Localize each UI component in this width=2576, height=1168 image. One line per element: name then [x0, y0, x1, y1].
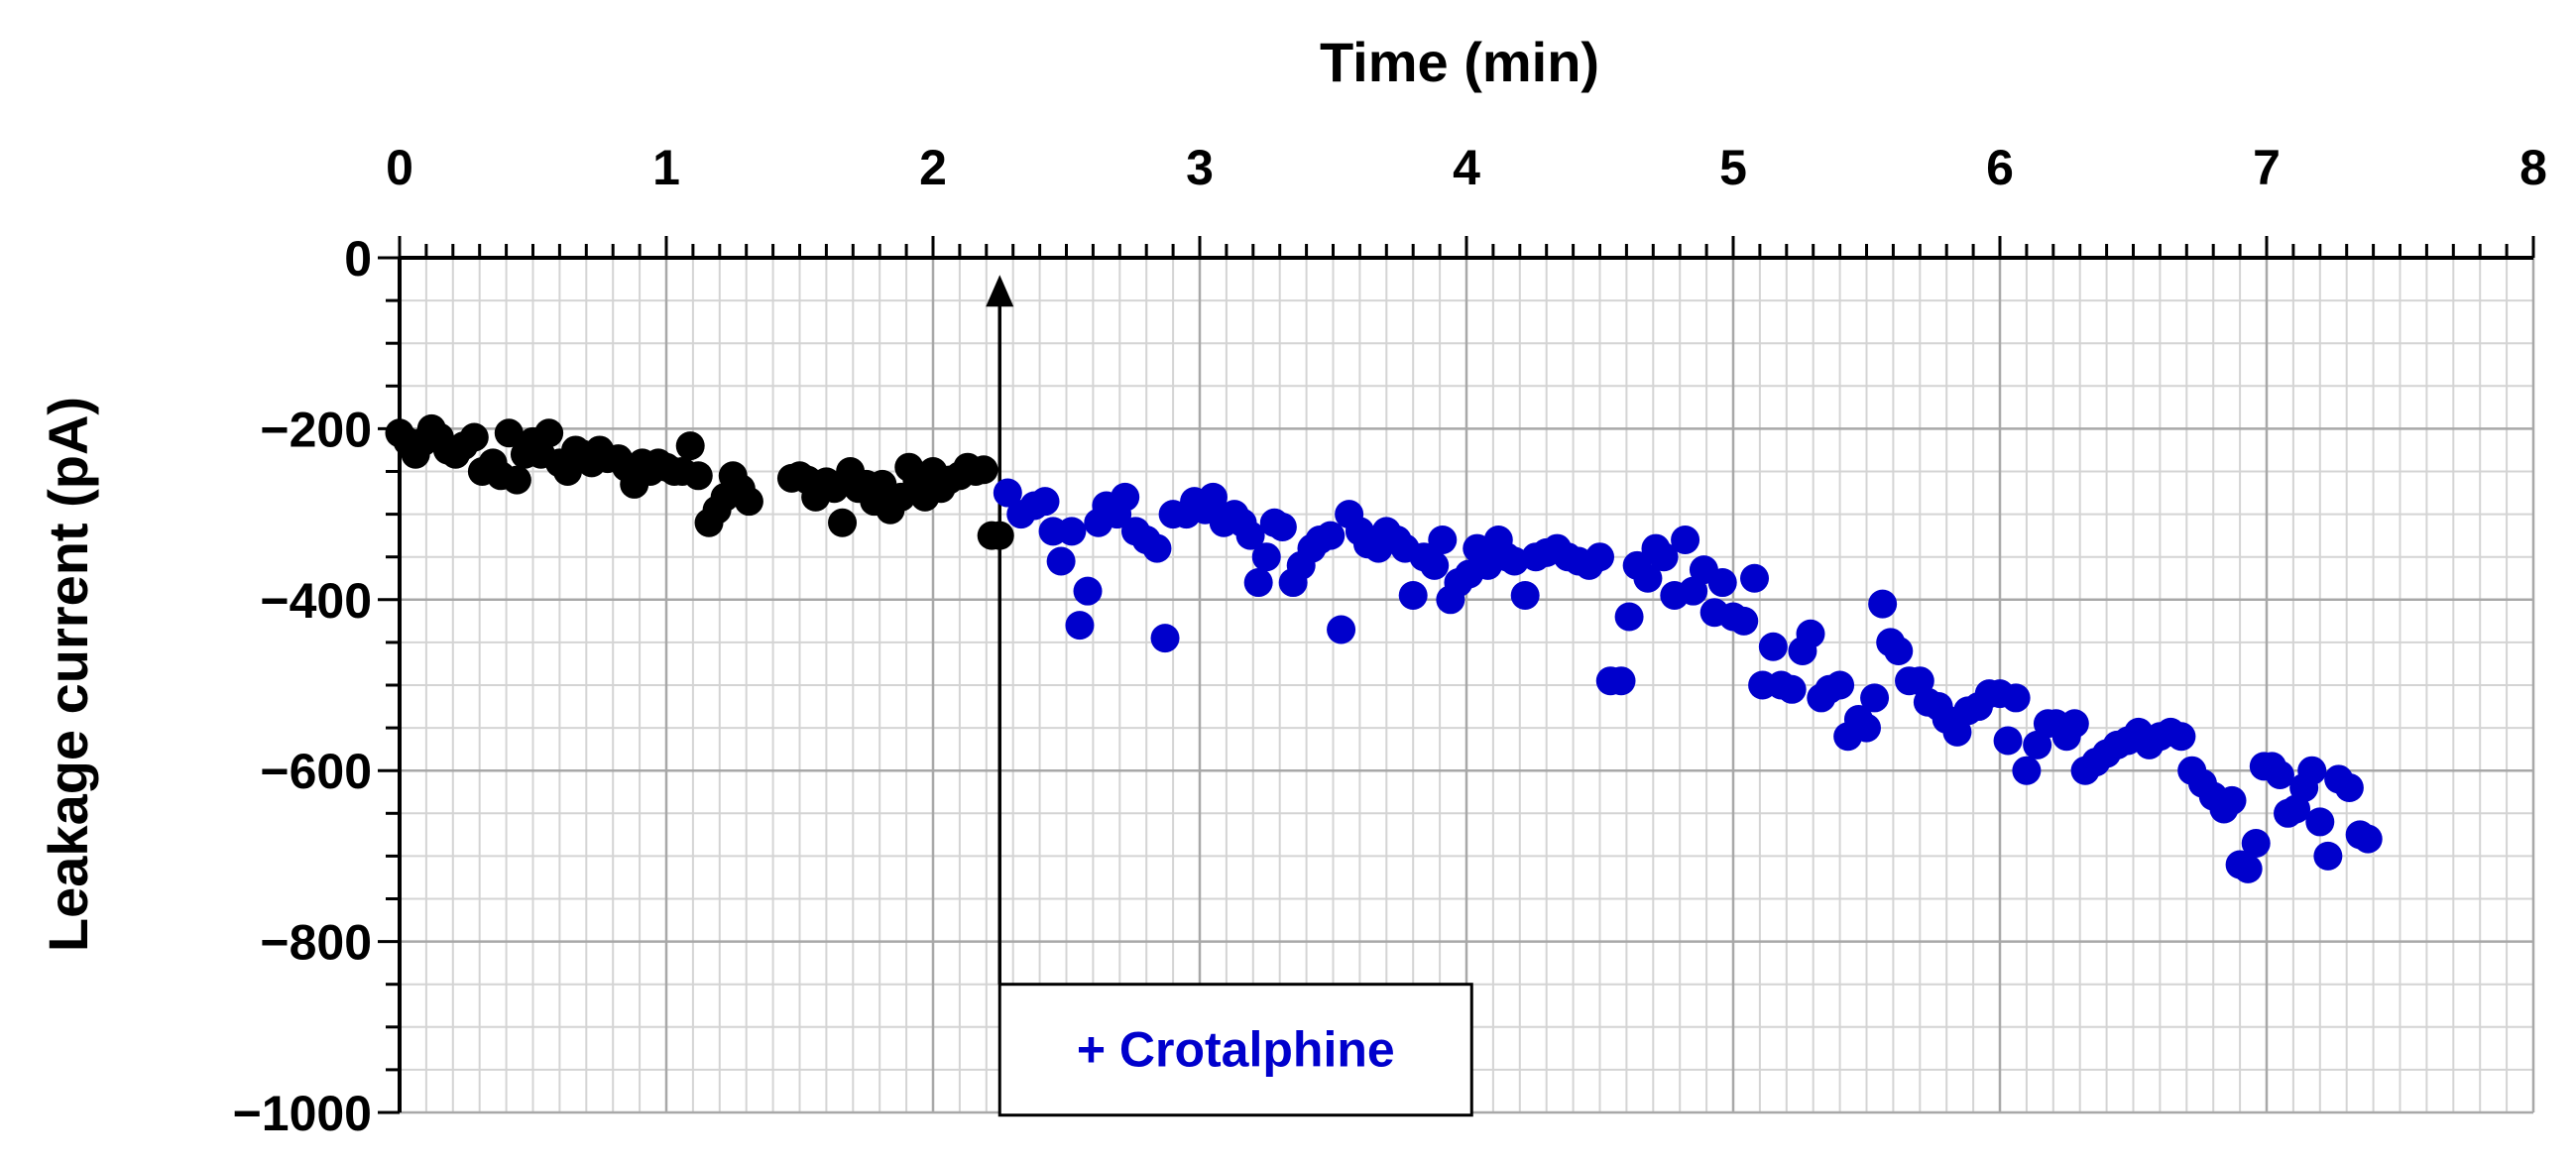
- data-point: [1671, 525, 1700, 554]
- data-point: [1585, 542, 1614, 572]
- y-tick-label: −800: [260, 915, 372, 971]
- data-point: [1740, 563, 1770, 593]
- series-1: [993, 478, 2383, 883]
- data-point: [969, 455, 998, 485]
- data-point: [1316, 521, 1346, 550]
- data-point: [2001, 683, 2031, 713]
- data-point: [1398, 580, 1428, 610]
- x-tick-label: 4: [1453, 140, 1480, 195]
- data-point: [2334, 772, 2364, 802]
- data-point: [1679, 576, 1708, 606]
- data-point: [1142, 533, 1172, 563]
- x-axis-title: Time (min): [1320, 31, 1599, 93]
- data-point: [1198, 482, 1228, 512]
- data-point: [1796, 619, 1825, 648]
- data-point: [1993, 726, 2023, 756]
- x-tick-labels: 0 1 2 3 4 5 6 7 8: [386, 140, 2547, 195]
- data-point: [2265, 760, 2294, 790]
- data-point: [1420, 550, 1450, 580]
- annotation: + Crotalphine: [986, 275, 1473, 1117]
- data-point: [1073, 576, 1103, 606]
- data-point: [2233, 854, 2263, 883]
- y-tick-label: −600: [260, 744, 372, 799]
- x-tick-label: 3: [1186, 140, 1214, 195]
- x-tick-label: 8: [2519, 140, 2547, 195]
- data-point: [2297, 756, 2327, 785]
- data-point: [1243, 568, 1273, 598]
- data-point: [534, 418, 564, 448]
- y-tick-label: −1000: [233, 1086, 372, 1141]
- data-point: [1327, 615, 1356, 644]
- data-point: [985, 521, 1014, 550]
- data-point: [1057, 517, 1087, 546]
- data-point: [1428, 525, 1458, 554]
- data-point: [2166, 722, 2196, 752]
- x-tick-label: 2: [919, 140, 947, 195]
- data-point: [2023, 730, 2052, 759]
- data-point: [1510, 580, 1540, 610]
- data-point: [1884, 637, 1914, 666]
- data-point: [459, 422, 489, 452]
- annotation-label: + Crotalphine: [1077, 1022, 1395, 1078]
- data-point: [683, 461, 713, 491]
- data-point: [2012, 756, 2042, 785]
- data-point: [734, 487, 763, 517]
- data-point: [1633, 563, 1663, 593]
- x-tick-label: 7: [2253, 140, 2281, 195]
- data-point: [1729, 606, 1759, 636]
- data-point: [2313, 841, 2343, 871]
- data-point: [1825, 670, 1855, 700]
- series-0: [385, 413, 1014, 550]
- data-point: [993, 478, 1022, 508]
- data-point: [1868, 589, 1898, 619]
- data-point: [1499, 546, 1529, 576]
- data-point: [1860, 683, 1890, 713]
- x-tick-label: 0: [386, 140, 413, 195]
- data-point: [1111, 482, 1140, 512]
- y-axis-title: Leakage current (pA): [37, 397, 99, 952]
- x-tick-label: 6: [1986, 140, 2014, 195]
- axes: [378, 236, 2535, 1114]
- x-tick-label: 1: [652, 140, 680, 195]
- y-tick-label: 0: [344, 231, 372, 287]
- data-point: [502, 465, 531, 495]
- data-point: [2353, 824, 2383, 854]
- data-point: [1707, 568, 1737, 598]
- data-point: [1777, 674, 1807, 704]
- data-point: [1758, 632, 1788, 661]
- data-point: [828, 508, 858, 537]
- data-point: [1942, 717, 1972, 747]
- x-tick-label: 5: [1719, 140, 1747, 195]
- data-point: [1852, 713, 1881, 743]
- series: [385, 413, 2383, 883]
- data-point: [1235, 521, 1265, 550]
- data-point: [1649, 542, 1679, 572]
- data-point: [675, 431, 705, 461]
- data-point: [1030, 487, 1060, 517]
- y-tick-label: −400: [260, 573, 372, 629]
- data-point: [1267, 513, 1297, 542]
- y-tick-label: −200: [260, 402, 372, 457]
- annotation-arrowhead: [986, 275, 1014, 307]
- data-point: [1150, 624, 1180, 653]
- data-point: [494, 418, 524, 448]
- data-point: [1606, 666, 1636, 696]
- data-point: [2217, 785, 2247, 815]
- data-point: [2059, 709, 2089, 739]
- data-point: [2241, 828, 2271, 858]
- data-point: [1065, 611, 1095, 641]
- y-tick-labels: 0 −200 −400 −600 −800 −1000: [233, 231, 372, 1141]
- data-point: [1251, 542, 1281, 572]
- data-point: [1046, 546, 1076, 576]
- annotation-box: [997, 983, 1473, 1117]
- data-point: [2305, 807, 2335, 837]
- data-point: [1614, 602, 1644, 632]
